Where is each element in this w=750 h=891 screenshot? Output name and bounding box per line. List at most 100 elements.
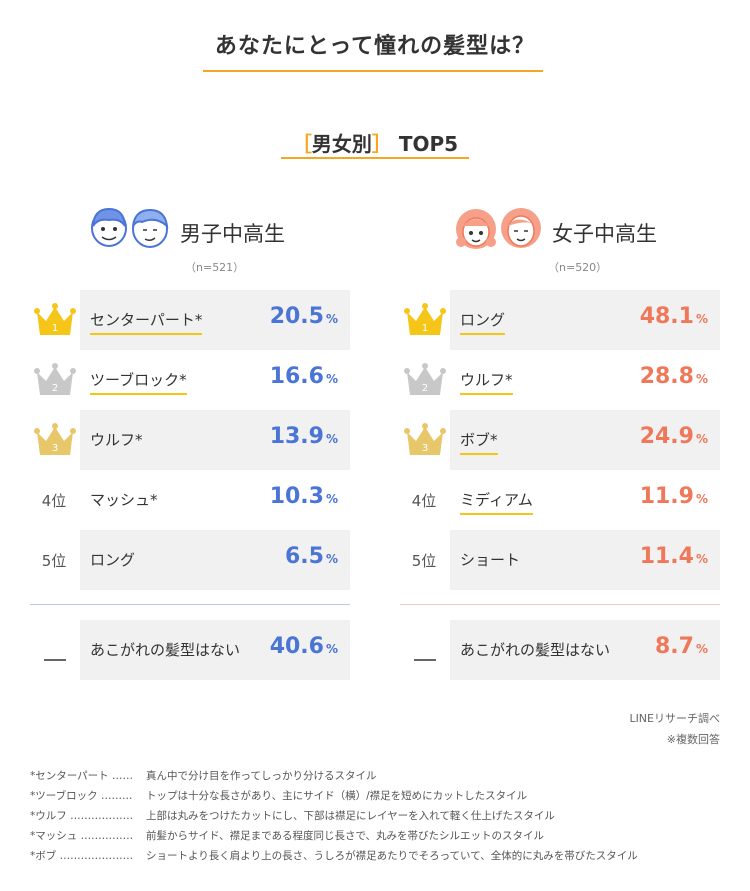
crown-jewel — [422, 363, 428, 369]
rank-marker: 2 — [30, 350, 80, 410]
boys-faces-icon — [91, 207, 169, 248]
ranking-row: 1 ロング 48.1% — [400, 290, 720, 350]
crown-jewel — [34, 368, 40, 374]
crown-jewel — [52, 423, 58, 429]
rank-crown-icon: 2 — [404, 363, 446, 395]
dash-line — [414, 658, 436, 661]
girls-divider — [400, 604, 720, 605]
boys-header: 男子中高生 — [90, 204, 430, 254]
boys-header-label: 男子中高生 — [180, 222, 285, 246]
page-title: あなたにとって憧れの髪型は？ — [214, 34, 536, 59]
ranking-cell: マッシュ* 10.3% — [80, 470, 350, 530]
ranking-row: 2 ツーブロック* 16.6% — [30, 350, 350, 410]
subtitle-text: 男女別 — [311, 132, 372, 156]
hairstyle-name: マッシュ* — [90, 491, 158, 509]
value-unit: % — [325, 312, 338, 326]
source-note: ※複数回答 — [666, 733, 720, 746]
percentage-value: 6.5% — [285, 544, 338, 569]
percentage-value: 10.3% — [270, 484, 338, 509]
footnotes: *センターパート …… 真ん中で分け目を作ってしっかり分けるスタイル *ツーブロッ… — [30, 768, 638, 868]
value-number: 24.9 — [639, 424, 694, 449]
percentage-value: 16.6% — [270, 364, 338, 389]
rank-marker: 4位 — [30, 470, 80, 530]
crown-rank-number: 3 — [52, 443, 58, 454]
crown-shape — [407, 427, 443, 455]
crown-jewel — [404, 428, 410, 434]
footnote-term: *マッシュ …………… — [30, 830, 134, 842]
footnote-item: *マッシュ …………… 前髪からサイド、襟足まである程度同じ長さで、丸みを帯びたシ… — [30, 828, 638, 848]
rank-marker: 2 — [400, 350, 450, 410]
subtitle-bracket-open: ［ — [291, 132, 312, 156]
crown-rank-number: 2 — [52, 383, 58, 394]
value-number: 10.3 — [269, 484, 324, 509]
value-number: 20.5 — [269, 304, 324, 329]
value-unit: % — [325, 372, 338, 386]
crown-rank-number: 1 — [422, 323, 428, 334]
ranking-cell: ロング 48.1% — [450, 290, 720, 350]
value-unit: % — [325, 492, 338, 506]
rank-label: 4位 — [411, 492, 437, 510]
crown-jewel — [34, 428, 40, 434]
ranking-row: 4位 ミディアム 11.9% — [400, 470, 720, 530]
rank-crown-icon: 3 — [404, 423, 446, 455]
percentage-value: 13.9% — [270, 424, 338, 449]
rank-marker: 5位 — [400, 530, 450, 590]
percentage-value: 11.9% — [640, 484, 708, 509]
value-unit: % — [325, 432, 338, 446]
value-number: 16.6 — [269, 364, 324, 389]
girls-sample-size: （n=520） — [548, 261, 608, 274]
hairstyle-name: ロング — [90, 551, 136, 569]
ranking-cell: ミディアム 11.9% — [450, 470, 720, 530]
value-unit: % — [695, 642, 708, 656]
girls-header: 女子中高生 — [455, 204, 750, 254]
ranking-cell: ツーブロック* 16.6% — [80, 350, 350, 410]
subtitle-bracket-close: ］ — [371, 132, 392, 156]
source-block: LINEリサーチ調べ ※複数回答 — [629, 710, 720, 752]
footnote-desc: ショートより長く肩より上の長さ、うしろが襟足あたりでそろっていて、全体的に丸みを… — [146, 850, 638, 862]
crown-jewel — [52, 303, 58, 309]
rank-label: 4位 — [41, 492, 67, 510]
crown-jewel — [404, 368, 410, 374]
percentage-value: 8.7% — [655, 634, 708, 659]
crown-shape — [37, 427, 73, 455]
value-unit: % — [695, 552, 708, 566]
crown-shape — [407, 307, 443, 335]
ranking-row: 1 センターパート* 20.5% — [30, 290, 350, 350]
ranking-cell: ロング 6.5% — [80, 530, 350, 590]
ranking-row: 5位 ショート 11.4% — [400, 530, 720, 590]
footnote-item: *センターパート …… 真ん中で分け目を作ってしっかり分けるスタイル — [30, 768, 638, 788]
ranking-row: 3 ウルフ* 13.9% — [30, 410, 350, 470]
percentage-value: 11.4% — [640, 544, 708, 569]
crown-shape — [407, 367, 443, 395]
crown-shape — [37, 367, 73, 395]
ranking-cell: センターパート* 20.5% — [80, 290, 350, 350]
hairstyle-name: あこがれの髪型はない — [90, 641, 241, 659]
ranking-row: 2 ウルフ* 28.8% — [400, 350, 720, 410]
value-number: 40.6 — [269, 634, 324, 659]
crown-jewel — [440, 368, 446, 374]
crown-rank-number: 2 — [422, 383, 428, 394]
crown-jewel — [440, 428, 446, 434]
value-number: 28.8 — [639, 364, 694, 389]
boys-sample-size: （n=521） — [185, 261, 245, 274]
rank-marker: 4位 — [400, 470, 450, 530]
footnote-desc: 真ん中で分け目を作ってしっかり分けるスタイル — [146, 770, 377, 782]
value-unit: % — [695, 492, 708, 506]
value-number: 6.5 — [284, 544, 324, 569]
dash-marker — [400, 649, 450, 668]
footnote-term: *ウルフ ……………… — [30, 810, 134, 822]
crown-jewel — [404, 308, 410, 314]
crown-jewel — [422, 423, 428, 429]
crown-rank-number: 3 — [422, 443, 428, 454]
value-unit: % — [325, 552, 338, 566]
percentage-value: 24.9% — [640, 424, 708, 449]
crown-shape — [37, 307, 73, 335]
percentage-value: 40.6% — [270, 634, 338, 659]
footnote-term: *ボブ ………………… — [30, 850, 134, 862]
hairstyle-name: センターパート* — [90, 309, 203, 335]
rank-label: 5位 — [411, 552, 437, 570]
dash-line — [44, 658, 66, 661]
rank-crown-icon: 1 — [404, 303, 446, 335]
percentage-value: 28.8% — [640, 364, 708, 389]
ranking-cell: ボブ* 24.9% — [450, 410, 720, 470]
